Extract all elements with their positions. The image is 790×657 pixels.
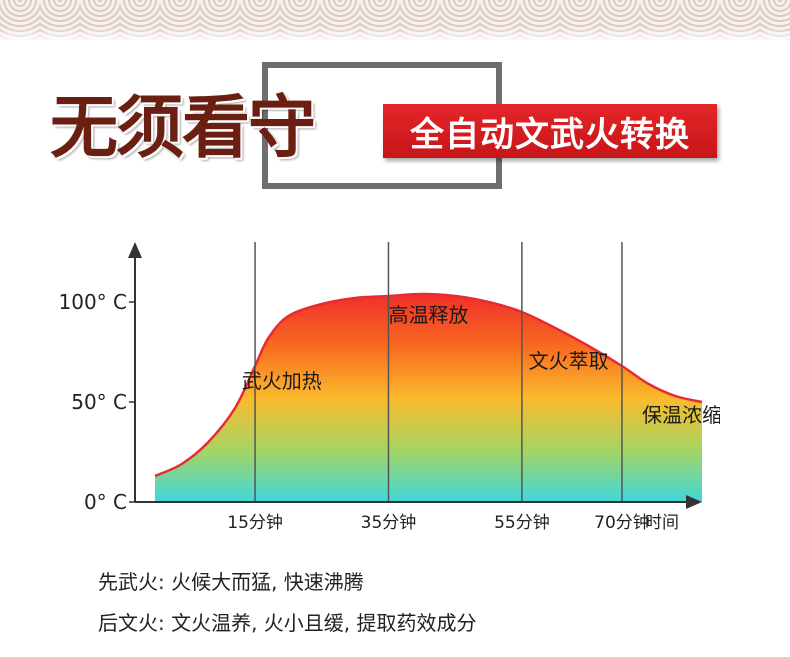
- x-tick-label: 55分钟: [494, 513, 550, 533]
- y-axis-arrow: [128, 242, 142, 258]
- note-strong-fire: 先武火: 火候大而猛, 快速沸腾: [98, 570, 364, 594]
- x-tick-label: 15分钟: [227, 513, 283, 533]
- y-tick-label: 0° C: [84, 490, 127, 514]
- decorative-border-fade: [0, 28, 790, 42]
- y-tick-label: 100° C: [59, 290, 128, 314]
- x-axis-label: 时间: [645, 513, 679, 533]
- phase-annotation: 文火萃取: [529, 349, 609, 373]
- y-tick-label: 50° C: [71, 390, 127, 414]
- x-tick-label: 70分钟: [594, 513, 650, 533]
- temperature-time-chart: 15分钟 35分钟 55分钟 70分钟 0° C 50° C 100° C 时间 武火加热 高温释…: [59, 242, 720, 533]
- page-title: 无须看守: [50, 88, 316, 168]
- title-banner: 全自动文武火转换: [383, 104, 717, 158]
- phase-annotation: 保温浓缩: [642, 403, 720, 427]
- temperature-curve: [154, 292, 703, 478]
- note-gentle-fire: 后文火: 文火温养, 火小且缓, 提取药效成分: [98, 611, 477, 635]
- phase-annotation: 高温释放: [389, 303, 469, 327]
- phase-annotation: 武火加热: [242, 369, 322, 393]
- x-tick-label: 35分钟: [361, 513, 417, 533]
- x-axis-arrow: [686, 495, 702, 509]
- temperature-area: [155, 294, 702, 502]
